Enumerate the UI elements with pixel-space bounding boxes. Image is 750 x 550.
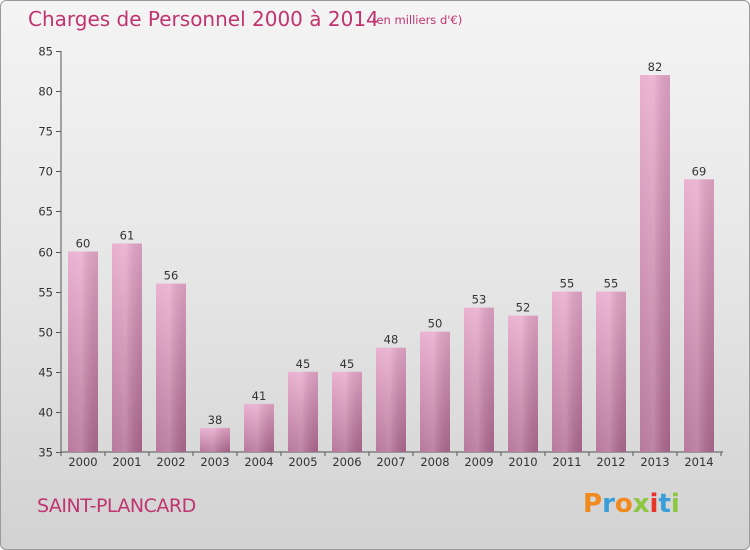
y-tick-label: 40	[38, 406, 53, 420]
logo-letter: i	[670, 489, 680, 519]
x-tick-label: 2002	[156, 455, 185, 469]
value-label: 38	[208, 413, 223, 427]
x-tick-label: 2000	[68, 455, 97, 469]
value-label: 55	[560, 277, 575, 291]
x-tick-label: 2003	[200, 455, 229, 469]
value-label: 56	[164, 269, 179, 283]
logo-letter: x	[632, 489, 650, 519]
commune-name: SAINT-PLANCARD	[37, 495, 196, 517]
y-tick-label: 50	[38, 326, 53, 340]
y-tick-label: 65	[38, 205, 53, 219]
logo-letter: o	[614, 489, 633, 519]
logo-letter: r	[602, 489, 615, 519]
value-label: 55	[604, 277, 619, 291]
x-tick-label: 2013	[640, 455, 669, 469]
y-tick-label: 60	[38, 246, 53, 260]
value-label: 69	[692, 164, 707, 178]
chart-title: Charges de Personnel 2000 à 2014	[28, 7, 379, 31]
value-label: 50	[428, 317, 443, 331]
bar-sheen	[112, 243, 142, 452]
x-tick-label: 2011	[552, 455, 581, 469]
value-label: 48	[384, 333, 399, 347]
x-tick-label: 2012	[596, 455, 625, 469]
y-tick-label: 75	[38, 125, 53, 139]
y-tick-label: 35	[38, 446, 53, 460]
y-tick-label: 55	[38, 286, 53, 300]
bar-sheen	[332, 371, 362, 452]
x-tick-label: 2006	[332, 455, 361, 469]
value-label: 45	[340, 357, 355, 371]
bar-sheen	[244, 403, 274, 452]
bar-sheen	[508, 315, 538, 452]
value-label: 41	[252, 389, 267, 403]
bar-sheen	[288, 371, 318, 452]
bar-sheen	[200, 427, 230, 452]
x-tick-label: 2005	[288, 455, 317, 469]
x-tick-label: 2001	[112, 455, 141, 469]
value-label: 53	[472, 293, 487, 307]
bar-sheen	[596, 291, 626, 452]
bar-sheen	[68, 251, 98, 452]
y-tick-label: 45	[38, 366, 53, 380]
bar-sheen	[640, 75, 670, 452]
bar-sheen	[420, 331, 450, 452]
bar-sheen	[684, 179, 714, 452]
value-label: 45	[296, 357, 311, 371]
chart-subtitle: (en milliers d'€)	[372, 13, 463, 27]
value-label: 60	[76, 237, 91, 251]
y-tick-label: 85	[38, 45, 53, 59]
proxiti-logo: Proxiti	[583, 489, 680, 519]
y-tick-label: 80	[38, 85, 53, 99]
y-tick-label: 70	[38, 165, 53, 179]
x-tick-label: 2007	[376, 455, 405, 469]
x-tick-label: 2004	[244, 455, 273, 469]
logo-letter: P	[583, 489, 603, 519]
bar-sheen	[552, 291, 582, 452]
bar-sheen	[156, 283, 186, 452]
x-tick-label: 2010	[508, 455, 537, 469]
logo-letter: t	[658, 489, 671, 519]
x-tick-label: 2009	[464, 455, 493, 469]
bar-sheen	[376, 347, 406, 452]
bar-sheen	[464, 307, 494, 452]
x-tick-label: 2014	[684, 455, 713, 469]
value-label: 52	[516, 301, 531, 315]
x-tick-label: 2008	[420, 455, 449, 469]
value-label: 61	[120, 228, 135, 242]
value-label: 82	[648, 60, 663, 74]
logo-letter: i	[649, 489, 659, 519]
